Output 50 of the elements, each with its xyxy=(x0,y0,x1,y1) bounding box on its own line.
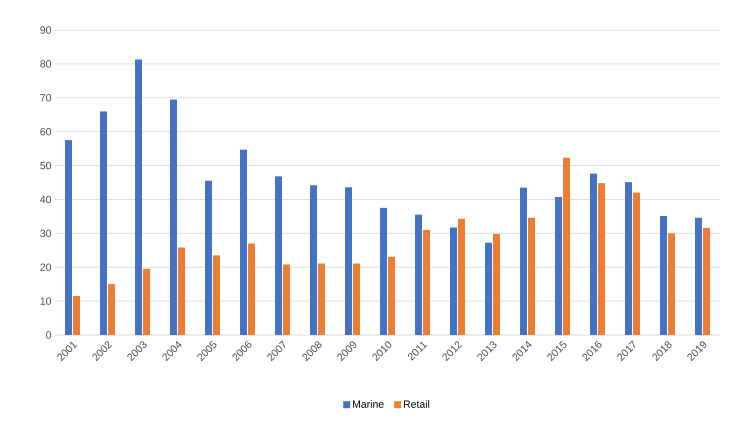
bar xyxy=(598,183,606,335)
legend-label: Retail xyxy=(404,400,430,408)
bar xyxy=(668,233,676,335)
bar xyxy=(493,234,500,335)
y-tick-label: 90 xyxy=(40,26,52,34)
y-tick-label: 30 xyxy=(40,230,52,238)
bar xyxy=(73,296,80,335)
bar xyxy=(485,242,492,335)
bar xyxy=(555,197,562,335)
bar xyxy=(660,216,668,335)
bar xyxy=(353,263,360,335)
bar xyxy=(248,243,256,335)
bar xyxy=(590,174,598,335)
bar xyxy=(625,182,632,335)
y-tick-label: 10 xyxy=(40,297,52,305)
bar xyxy=(100,111,108,335)
bar xyxy=(170,99,178,335)
bar xyxy=(345,187,352,335)
y-tick-label: 70 xyxy=(40,94,52,102)
y-tick-label: 20 xyxy=(40,264,52,271)
legend-label: Marine xyxy=(353,400,384,408)
bar xyxy=(310,185,318,335)
bar xyxy=(458,218,466,335)
y-tick-label: 80 xyxy=(40,60,52,68)
y-tick-label: 40 xyxy=(40,196,52,204)
bar xyxy=(178,248,186,335)
bar xyxy=(240,150,248,335)
bar xyxy=(423,230,430,335)
bar xyxy=(65,140,72,335)
bar xyxy=(283,264,290,335)
y-tick-label: 60 xyxy=(40,128,52,136)
bar xyxy=(415,214,422,335)
bar xyxy=(135,59,142,335)
bar xyxy=(275,176,282,335)
y-tick-label: 50 xyxy=(40,162,52,170)
bar xyxy=(108,284,116,335)
bar xyxy=(695,218,702,335)
bar xyxy=(450,228,458,335)
y-tick-label: 0 xyxy=(46,331,52,339)
bar xyxy=(380,208,388,335)
bar xyxy=(143,268,150,335)
bar xyxy=(318,263,326,335)
bar xyxy=(520,188,528,335)
bar xyxy=(703,228,710,335)
bar xyxy=(563,158,570,335)
bar xyxy=(388,256,396,335)
bar xyxy=(213,255,220,335)
bar xyxy=(528,218,536,335)
bar xyxy=(633,192,640,335)
bar xyxy=(205,180,212,335)
